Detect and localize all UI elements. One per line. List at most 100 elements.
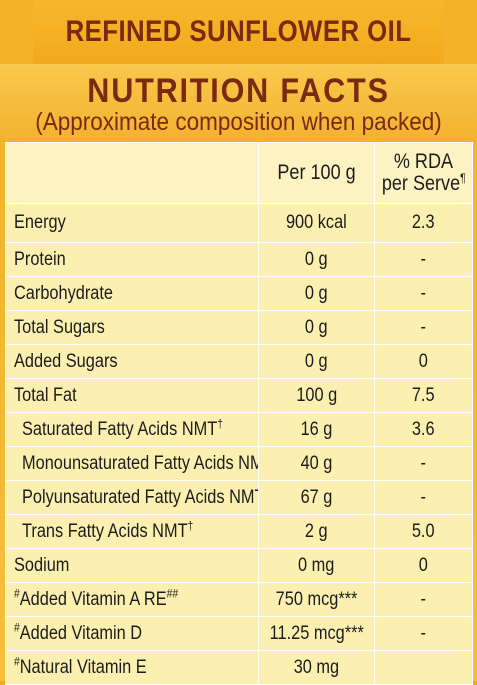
nutrient-name-wrap: Polyunsaturated Fatty Acids NMT† [22,486,259,509]
nutrient-name-wrap: Carbohydrate [14,283,113,305]
product-title: REFINED SUNFLOWER OIL [33,0,444,64]
table-row: Monounsaturated Fatty Acids NMT† 40 g - [5,446,473,481]
nutrient-name-cell: Saturated Fatty Acids NMT† [5,412,259,447]
nutrition-facts-subtitle: (Approximate composition when packed) [35,108,442,136]
per-100g-value: 750 mcg*** [275,588,358,610]
rda-value: - [420,248,427,270]
nutrient-footnote-mark: † [217,416,223,431]
nutrient-name-cell: #Natural Vitamin E [5,650,259,685]
per-100g-cell: 0 g [258,276,375,311]
nutrient-prefix-mark: # [14,620,20,635]
product-title-text: REFINED SUNFLOWER OIL [65,15,412,48]
nutrient-name-cell: Trans Fatty Acids NMT† [5,514,259,549]
nutrient-name: Saturated Fatty Acids NMT [22,418,218,440]
rda-value: 0 [418,350,429,372]
rda-value: - [420,452,427,474]
per-100g-cell: 11.25 mcg*** [258,616,375,651]
rda-cell: 3.6 [374,412,473,447]
per-100g-value: 2 g [305,520,328,542]
table-header-row: Per 100 g % RDA per Serve¶ [5,142,473,204]
nutrient-name-wrap: Total Fat [14,385,77,407]
nutrient-footnote-mark: † [187,518,194,533]
nutrient-name: Added Vitamin A RE [19,588,167,610]
table-row: Added Sugars 0 g 0 [5,344,473,379]
table-row: Protein 0 g - [5,242,473,277]
nutrient-name-cell: Energy [5,203,259,243]
per-100g-value: 0 g [305,316,328,338]
header-rda-line2-wrap: per Serve¶ [382,171,466,195]
header-per-100g: Per 100 g [258,142,375,204]
nutrient-name-wrap: #Natural Vitamin E [14,654,147,679]
nutrient-name: Sodium [14,554,70,576]
per-100g-value: 11.25 mcg*** [269,622,364,644]
rda-cell: 0 [374,344,473,379]
nutrient-name: Protein [14,248,66,270]
rda-value: 7.5 [412,384,435,406]
nutrient-name-wrap: #Added Vitamin A RE## [14,586,179,611]
nutrient-name: Natural Vitamin E [19,656,147,678]
nutrient-prefix-mark: # [14,654,20,669]
per-100g-value: 100 g [296,384,337,406]
per-100g-cell: 100 g [258,378,375,413]
header-rda-mark: ¶ [460,171,466,185]
nutrient-name-cell: Polyunsaturated Fatty Acids NMT† [5,480,259,515]
nutrient-name-wrap: Trans Fatty Acids NMT† [22,518,194,543]
rda-cell: - [374,616,473,651]
header-rda-line1: % RDA [393,150,454,173]
table-row: Sodium 0 mg 0 [5,548,473,583]
nutrient-name-cell: Monounsaturated Fatty Acids NMT† [5,446,259,481]
nutrition-facts-title: NUTRITION FACTS [87,72,390,110]
nutrient-name-cell: Protein [5,242,259,277]
nutrient-name-cell: Added Sugars [5,344,259,379]
per-100g-value: 40 g [300,452,333,474]
table-row: Total Sugars 0 g - [5,310,473,345]
per-100g-value: 0 g [305,350,328,372]
per-100g-value: 0 g [305,282,328,304]
nutrient-name-cell: Sodium [5,548,259,583]
rda-value: 3.6 [412,418,435,440]
per-100g-cell: 900 kcal [258,203,375,243]
nutrient-name-wrap: Added Sugars [14,351,118,373]
per-100g-cell: 2 g [258,514,375,549]
header-per-100g-label: Per 100 g [277,161,356,184]
rda-cell: 7.5 [374,378,473,413]
table-row: #Natural Vitamin E 30 mg [5,650,473,685]
table-row: Energy 900 kcal 2.3 [5,203,473,243]
per-100g-value: 16 g [300,418,333,440]
nutrient-name: Carbohydrate [14,282,114,304]
nutrient-name: Polyunsaturated Fatty Acids NMT [22,486,259,508]
per-100g-cell: 0 g [258,344,375,379]
per-100g-value: 0 g [305,248,328,270]
table-row: Trans Fatty Acids NMT† 2 g 5.0 [5,514,473,549]
per-100g-cell: 67 g [258,480,375,515]
rda-cell: - [374,276,473,311]
rda-value: 0 [418,554,429,576]
rda-cell: - [374,446,473,481]
per-100g-cell: 16 g [258,412,375,447]
table-row: #Added Vitamin D 11.25 mcg*** - [5,616,473,651]
nutrient-name: Energy [14,212,66,233]
per-100g-cell: 0 g [258,242,375,277]
per-100g-cell: 750 mcg*** [258,582,375,617]
nutrient-footnote-mark: ## [166,586,179,601]
nutrient-name: Total Fat [14,384,77,406]
nutrient-prefix-mark: # [14,586,20,601]
nutrient-name: Total Sugars [14,316,105,338]
nutrient-name-cell: #Added Vitamin A RE## [5,582,259,617]
rda-cell: 0 [374,548,473,583]
rda-cell: - [374,310,473,345]
rda-value: 5.0 [412,520,435,542]
header-nutrient-cell [5,142,259,204]
rda-cell: - [374,480,473,515]
nutrition-table: Per 100 g % RDA per Serve¶ Energy 900 kca… [5,142,473,685]
rda-value: 2.3 [412,212,435,233]
rda-value: - [420,588,427,610]
nutrient-name-wrap: Monounsaturated Fatty Acids NMT† [22,453,258,475]
per-100g-cell: 30 mg [258,650,375,685]
table-row: Total Fat 100 g 7.5 [5,378,473,413]
rda-cell: 5.0 [374,514,473,549]
rda-cell: - [374,242,473,277]
nutrient-name-wrap: Protein [14,249,66,271]
rda-value: - [420,316,427,338]
